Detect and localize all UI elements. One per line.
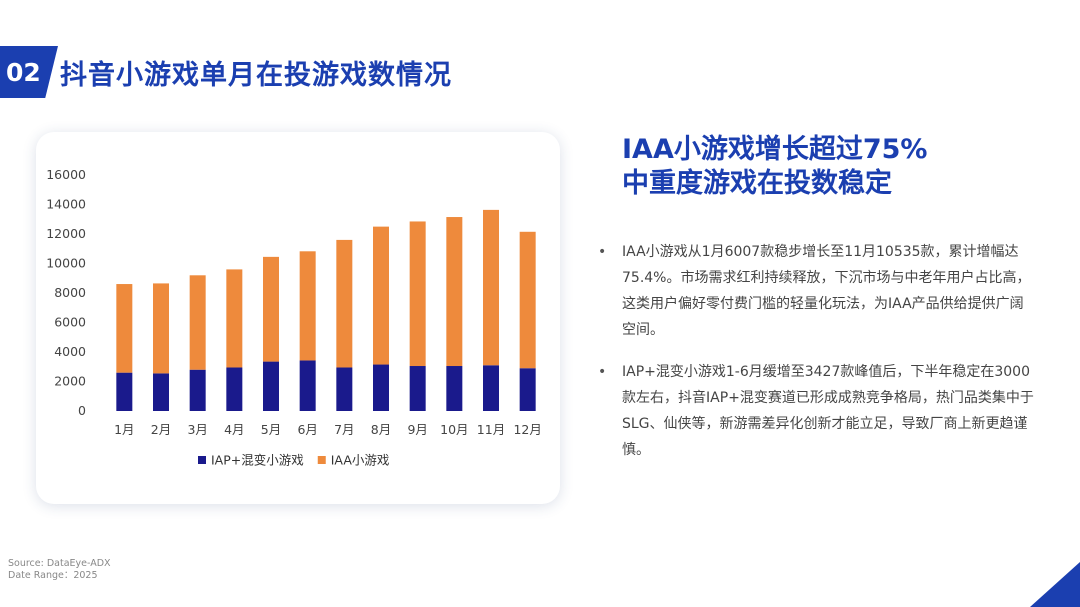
bar-iaa-segment [226,269,243,368]
x-tick-label: 12月 [513,422,541,437]
headline-line-2: 中重度游戏在投数稳定 [622,168,892,199]
x-tick-label: 8月 [371,422,391,437]
bar-iap-segment [483,365,499,411]
bar-iaa-segment [116,284,133,373]
bullet-list: • IAA小游戏从1月6007款稳步增长至11月10535款，累计增幅达75.4… [596,239,1036,479]
x-tick-label: 6月 [297,422,317,437]
bar-iaa-segment [446,217,463,367]
bar-iaa-segment [373,226,389,365]
x-tick-label: 9月 [407,422,427,437]
bar-iaa-segment [263,256,279,362]
bar-iap-segment [116,372,133,411]
section-number-badge: 02 [0,46,58,98]
bar-iaa-segment [299,251,316,361]
legend-swatch [317,456,326,464]
legend-swatch [198,456,206,464]
x-tick-label: 4月 [224,422,244,437]
source-line: Source: DataEye-ADX [8,558,111,569]
y-tick-label: 8000 [54,285,86,300]
chart-card: 0 2000 4000 6000 8000 10000 12000 14000 16000 1月 2… [36,132,560,504]
headline-line-1: IAA小游戏增长超过75% [622,134,928,165]
legend-label: IAP+混变小游戏 [211,453,304,468]
source-note: Source: DataEye-ADX Date Range：2025 [8,558,111,582]
bar-iaa-segment [153,283,169,374]
bar-iap-segment [373,364,389,411]
page-title: 抖音小游戏单月在投游戏数情况 [60,60,452,91]
y-tick-label: 14000 [46,197,86,212]
bar-iaa-segment [519,231,536,369]
corner-decoration [1030,562,1080,607]
bar-iaa-segment [483,209,499,366]
y-tick-label: 12000 [46,226,86,241]
bar-iaa-segment [409,221,426,367]
legend-label: IAA小游戏 [331,453,390,468]
bar-iap-segment [299,360,316,411]
bar-iap-segment [226,367,243,411]
bar-iap-segment [263,361,279,411]
stacked-bar-chart: 0 2000 4000 6000 8000 10000 12000 14000 16000 1月 2… [46,167,542,468]
bullet-text: IAA小游戏从1月6007款稳步增长至11月10535款，累计增幅达75.4%。… [622,244,1031,338]
x-tick-label: 2月 [151,422,171,437]
y-tick-label: 2000 [54,374,86,389]
bar-iaa-segment [189,275,206,370]
bar-iap-segment [189,369,206,411]
bar-iap-segment [409,366,426,411]
y-tick-label: 10000 [46,256,86,271]
bar-iaa-segment [336,239,353,368]
bullet-dot: • [598,364,607,380]
x-tick-label: 7月 [334,422,354,437]
headline: IAA小游戏增长超过75% 中重度游戏在投数稳定 [622,133,927,201]
bullet-text: IAP+混变小游戏1-6月缓增至3427款峰值后，下半年稳定在3000款左右，抖… [622,364,1034,458]
x-tick-label: 1月 [114,422,134,437]
bar-iap-segment [519,368,536,411]
x-tick-label: 11月 [477,422,505,437]
x-tick-label: 5月 [261,422,281,437]
y-tick-label: 16000 [46,167,86,182]
date-range-line: Date Range：2025 [8,570,98,581]
y-tick-label: 0 [78,403,86,418]
y-tick-label: 4000 [54,344,86,359]
bar-iap-segment [153,373,169,411]
bar-iap-segment [446,366,463,411]
x-tick-label: 10月 [440,422,468,437]
bar-iap-segment [336,367,353,411]
x-tick-label: 3月 [187,422,207,437]
bullet-item: • IAA小游戏从1月6007款稳步增长至11月10535款，累计增幅达75.4… [596,239,1036,343]
bullet-dot: • [598,244,607,260]
bullet-item: • IAP+混变小游戏1-6月缓增至3427款峰值后，下半年稳定在3000款左右… [596,359,1036,463]
y-tick-label: 6000 [54,315,86,330]
